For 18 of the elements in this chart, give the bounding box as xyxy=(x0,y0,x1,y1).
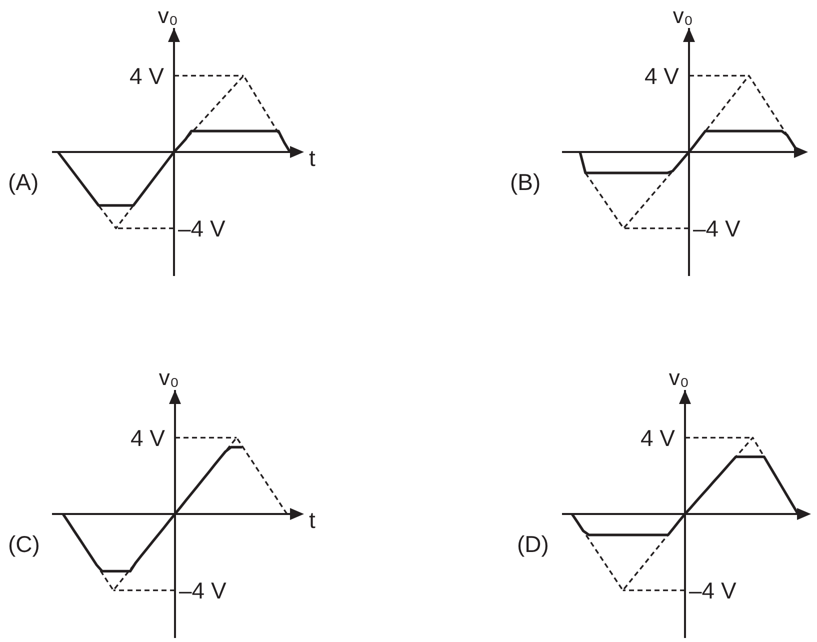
y-axis-title: v₀ xyxy=(672,3,693,28)
text: (D) xyxy=(517,531,549,557)
ref-line-label: –4 V xyxy=(179,578,227,604)
ref-line-label: –4 V xyxy=(693,216,741,242)
ref-line-label: 4 V xyxy=(640,424,676,451)
text: (C) xyxy=(8,531,40,557)
ref-line-label: –4 V xyxy=(178,216,226,242)
ref-line-label: 4 V xyxy=(644,62,680,89)
y-axis-title: v₀ xyxy=(668,365,689,390)
text: (A) xyxy=(8,169,39,195)
y-axis-title: v₀ xyxy=(158,3,178,28)
y-axis-title: v₀ xyxy=(158,365,179,390)
ref-line-label: –4 V xyxy=(689,578,737,604)
x-axis-title: t xyxy=(309,507,316,533)
text: (B) xyxy=(510,169,541,195)
x-axis-title: t xyxy=(309,145,316,171)
ref-line-label: 4 V xyxy=(130,424,166,451)
ref-line-label: 4 V xyxy=(129,62,165,89)
